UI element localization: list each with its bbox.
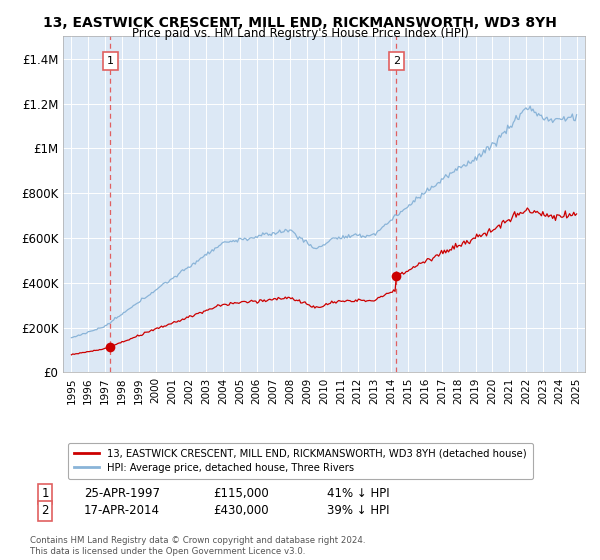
Text: 39% ↓ HPI: 39% ↓ HPI xyxy=(327,504,389,517)
Text: 41% ↓ HPI: 41% ↓ HPI xyxy=(327,487,389,501)
Text: 25-APR-1997: 25-APR-1997 xyxy=(84,487,160,501)
Text: £430,000: £430,000 xyxy=(213,504,269,517)
Text: £115,000: £115,000 xyxy=(213,487,269,501)
Text: 1: 1 xyxy=(41,487,49,501)
Text: Price paid vs. HM Land Registry's House Price Index (HPI): Price paid vs. HM Land Registry's House … xyxy=(131,27,469,40)
Text: 13, EASTWICK CRESCENT, MILL END, RICKMANSWORTH, WD3 8YH: 13, EASTWICK CRESCENT, MILL END, RICKMAN… xyxy=(43,16,557,30)
Legend: 13, EASTWICK CRESCENT, MILL END, RICKMANSWORTH, WD3 8YH (detached house), HPI: A: 13, EASTWICK CRESCENT, MILL END, RICKMAN… xyxy=(68,443,533,479)
Text: 2: 2 xyxy=(393,56,400,66)
Text: 2: 2 xyxy=(41,504,49,517)
Text: Contains HM Land Registry data © Crown copyright and database right 2024.
This d: Contains HM Land Registry data © Crown c… xyxy=(30,536,365,556)
Text: 1: 1 xyxy=(107,56,114,66)
Text: 17-APR-2014: 17-APR-2014 xyxy=(84,504,160,517)
